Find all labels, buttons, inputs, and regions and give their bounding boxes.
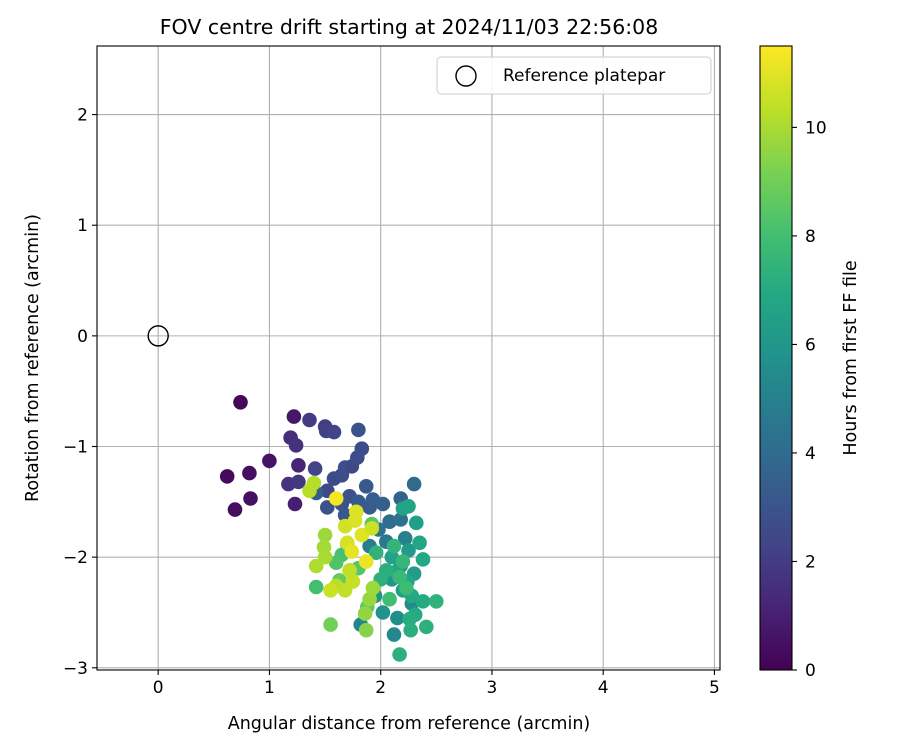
- data-point: [358, 554, 374, 569]
- data-point: [323, 617, 338, 632]
- data-point: [344, 544, 360, 559]
- data-point: [288, 438, 304, 453]
- data-point: [415, 594, 431, 609]
- data-point: [345, 574, 361, 589]
- data-point: [357, 606, 373, 621]
- data-point: [386, 538, 402, 554]
- data-point: [287, 496, 303, 512]
- reference-marker-group: [147, 325, 169, 347]
- legend-box: [436, 56, 712, 95]
- colorbar-tick-label: 2: [805, 552, 816, 572]
- data-point: [429, 594, 444, 609]
- data-point: [348, 504, 364, 520]
- data-point: [233, 395, 248, 410]
- data-point: [291, 458, 306, 473]
- colorbar-tick-label: 0: [805, 661, 816, 681]
- data-point: [242, 465, 257, 481]
- data-point: [302, 412, 317, 428]
- data-point: [291, 474, 306, 490]
- data-point: [362, 591, 377, 607]
- data-point: [368, 545, 384, 560]
- colorbar-tick-label: 4: [805, 444, 816, 464]
- legend: Reference platepar: [436, 56, 712, 95]
- y-tick-label: 1: [77, 216, 88, 236]
- legend-label: Reference platepar: [503, 66, 665, 86]
- data-point: [412, 535, 427, 551]
- data-point: [364, 521, 380, 536]
- x-tick-label: 1: [264, 678, 275, 698]
- y-tick-label: −3: [63, 659, 88, 679]
- y-tick-label: −1: [63, 438, 88, 458]
- chart-title: FOV centre drift starting at 2024/11/03 …: [160, 15, 659, 39]
- x-tick-label: 0: [153, 678, 164, 698]
- data-point: [328, 555, 344, 570]
- data-point: [382, 591, 397, 607]
- data-point: [219, 469, 235, 484]
- data-points: [219, 395, 444, 662]
- data-point: [351, 422, 366, 438]
- data-point: [390, 610, 405, 626]
- y-tick-label: 0: [77, 327, 88, 347]
- data-point: [403, 622, 419, 638]
- data-point: [365, 580, 381, 596]
- data-point: [354, 441, 370, 457]
- data-point: [401, 543, 416, 558]
- data-point: [326, 424, 342, 440]
- x-axis-ticks: 0 1 2 3 4 5: [153, 670, 720, 698]
- data-point: [395, 554, 411, 569]
- data-point: [302, 483, 317, 499]
- x-tick-label: 4: [598, 678, 609, 698]
- y-tick-label: −2: [63, 548, 88, 568]
- data-point: [386, 627, 402, 642]
- data-point: [406, 476, 422, 492]
- data-point: [392, 569, 407, 585]
- data-point: [308, 579, 324, 595]
- x-tick-label: 5: [709, 678, 720, 698]
- x-axis-label: Angular distance from reference (arcmin): [228, 714, 591, 734]
- data-point: [323, 583, 338, 598]
- data-point: [342, 563, 357, 578]
- data-point: [317, 549, 333, 565]
- y-axis-ticks: −3 −2 −1 0 1 2: [63, 106, 97, 679]
- data-point: [375, 605, 391, 620]
- data-point: [399, 580, 414, 596]
- data-point: [402, 611, 417, 627]
- data-point: [392, 647, 407, 662]
- data-point: [382, 514, 397, 529]
- data-point: [358, 479, 374, 494]
- y-tick-label: 2: [77, 106, 88, 126]
- data-point: [227, 502, 243, 517]
- reference-platepar-marker: [147, 325, 169, 347]
- legend-marker-icon: [455, 65, 477, 87]
- data-point: [320, 500, 335, 515]
- data-point: [262, 453, 277, 469]
- data-point: [415, 552, 431, 567]
- data-point: [397, 531, 413, 546]
- colorbar-ticks: 0 2 4 6 8 10: [792, 118, 827, 681]
- colorbar-tick-label: 6: [805, 335, 816, 355]
- data-point: [401, 499, 416, 514]
- data-point: [328, 491, 344, 506]
- colorbar-tick-label: 10: [805, 118, 827, 138]
- x-tick-label: 3: [487, 678, 498, 698]
- data-point: [308, 558, 324, 574]
- data-point: [393, 512, 409, 527]
- data-point: [317, 527, 333, 543]
- y-axis-label: Rotation from reference (arcmin): [23, 214, 43, 502]
- data-point: [419, 619, 434, 635]
- data-point: [384, 549, 400, 565]
- colorbar: [759, 45, 793, 671]
- colorbar-tick-label: 8: [805, 227, 816, 247]
- data-point: [375, 496, 391, 512]
- data-point: [286, 409, 302, 424]
- plot-frame: [96, 45, 721, 671]
- data-point: [243, 491, 258, 506]
- grid: [97, 46, 720, 670]
- data-point: [358, 622, 374, 638]
- data-point: [307, 461, 323, 476]
- colorbar-label: Hours from first FF file: [841, 260, 861, 455]
- x-tick-label: 2: [375, 678, 386, 698]
- data-point: [409, 515, 424, 531]
